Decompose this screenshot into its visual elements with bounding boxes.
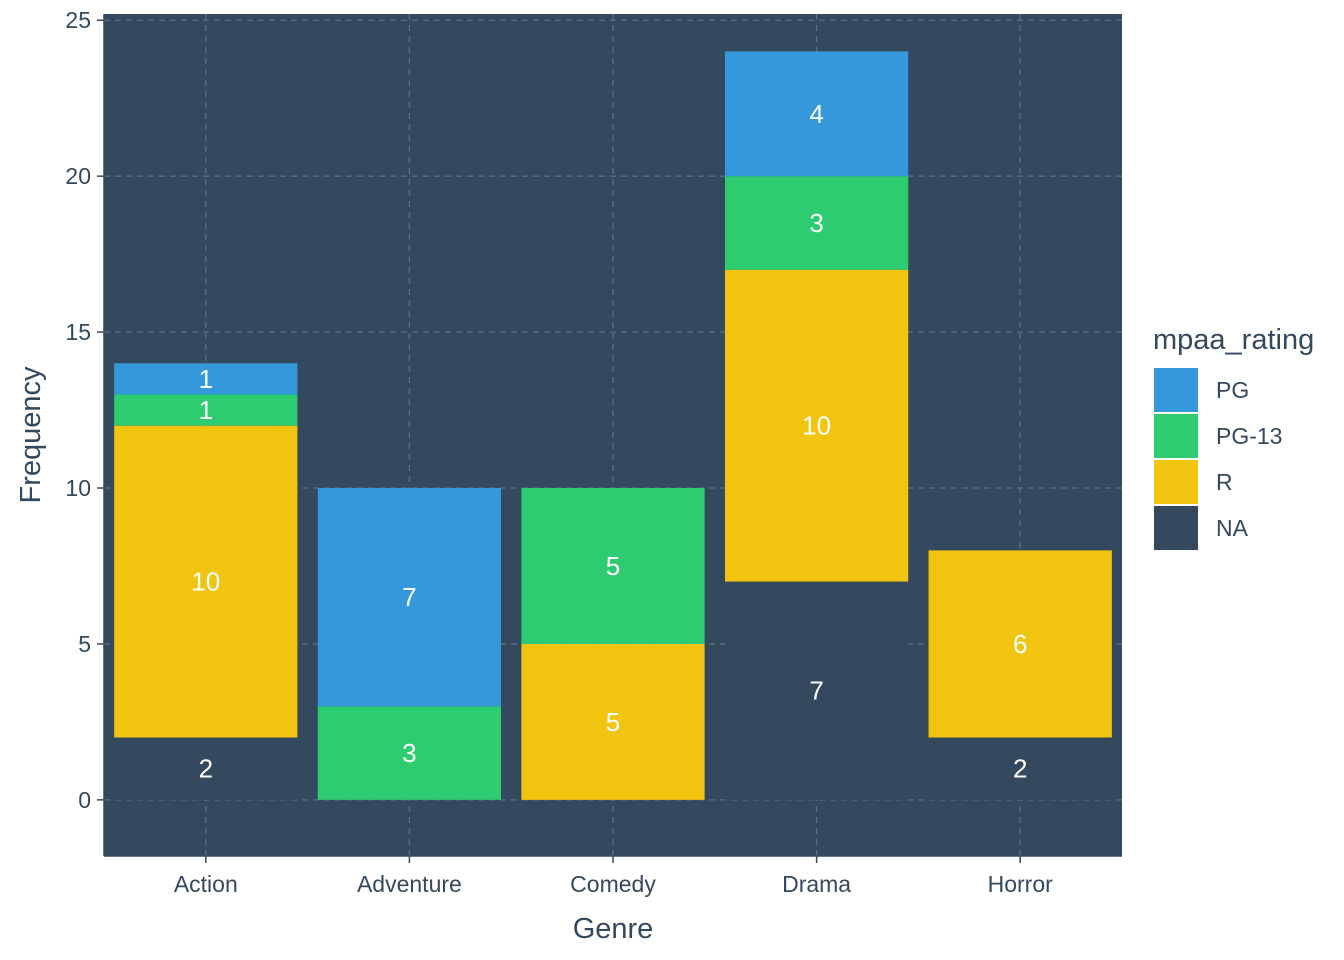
bar-label: 6 (1013, 629, 1027, 659)
x-tick-label: Comedy (570, 871, 656, 897)
bar-action-pg-13 (114, 394, 298, 426)
legend-title: mpaa_rating (1153, 324, 1314, 356)
bar-horror-na (928, 737, 1112, 800)
legend-label: R (1216, 469, 1233, 495)
bar-label: 1 (199, 395, 213, 425)
bar-label: 3 (809, 208, 823, 238)
legend-key-r (1154, 460, 1198, 504)
legend-label: PG (1216, 377, 1249, 403)
y-tick-label: 0 (78, 787, 91, 813)
legend: mpaa_rating PG PG-13 R NA (1153, 324, 1314, 550)
y-tick-label: 25 (65, 7, 91, 33)
bar-comedy-pg-13 (521, 488, 705, 644)
y-tick-label: 20 (65, 163, 91, 189)
bar-drama-pg (724, 51, 909, 177)
bar-horror-r (928, 550, 1112, 738)
bar-labels: 2 10 11 3 7 5 5 7 10 3 4 2 6 (191, 99, 1027, 784)
bar-label: 7 (402, 582, 416, 612)
x-tick-label: Action (174, 871, 238, 897)
bar-action-r (114, 425, 298, 738)
legend-key-pg (1154, 368, 1198, 412)
legend-label: NA (1216, 515, 1249, 541)
bar-label: 4 (809, 99, 823, 129)
bar-action-na (114, 737, 298, 800)
bar-label: 5 (606, 707, 620, 737)
x-axis-title: Genre (573, 913, 654, 945)
bar-label: 3 (402, 738, 416, 768)
bar-label: 2 (199, 754, 213, 784)
bar-adventure-pg (317, 488, 502, 707)
bar-label: 7 (809, 676, 823, 706)
bar-drama-na (724, 581, 909, 800)
y-tick-label: 5 (78, 631, 91, 657)
y-axis-title: Frequency (15, 366, 47, 504)
bar-label: 5 (606, 551, 620, 581)
bar-adventure-pg-13 (317, 706, 502, 800)
bar-drama-r (724, 269, 909, 582)
bar-label: 2 (1013, 754, 1027, 784)
x-tick-label: Drama (782, 871, 851, 897)
y-tick-label: 15 (65, 319, 91, 345)
bar-label: 10 (802, 411, 831, 441)
x-tick-label: Adventure (357, 871, 462, 897)
legend-label: PG-13 (1216, 423, 1282, 449)
bar-label: 1 (199, 364, 213, 394)
bar-comedy-r (521, 643, 705, 800)
legend-key-na (1154, 506, 1198, 550)
legend-key-pg-13 (1154, 414, 1198, 458)
x-tick-label: Horror (988, 871, 1054, 897)
bar-action-pg (114, 363, 298, 395)
bars (114, 51, 1112, 800)
y-tick-label: 10 (65, 475, 91, 501)
bar-label: 10 (191, 567, 220, 597)
bar-drama-pg-13 (724, 176, 909, 270)
